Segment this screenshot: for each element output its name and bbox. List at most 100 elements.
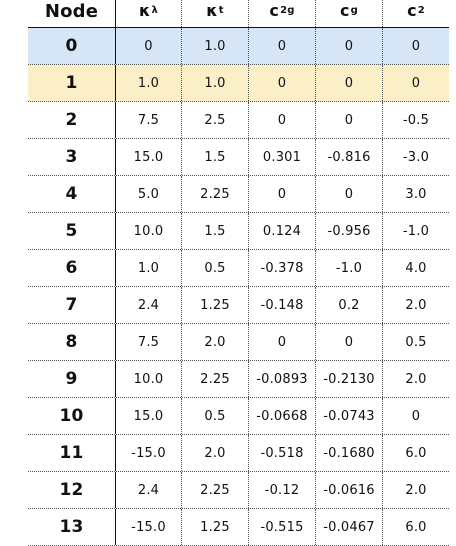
header-k-lambda-symbol: κ (138, 1, 151, 20)
cell-c2: 2.0 (405, 297, 427, 313)
cell-cg: 0 (316, 28, 383, 64)
cell-cg: -0.2130 (316, 361, 383, 397)
cell-k-t: 1.25 (182, 287, 249, 323)
header-c2-symbol: c (407, 1, 417, 20)
header-c2-subscript: 2 (417, 5, 425, 16)
cell-c2: 3.0 (405, 186, 427, 202)
cell-k-t: 1.0 (182, 65, 249, 101)
cell-node: 4 (28, 176, 116, 212)
cell-c2: 2.0 (405, 482, 427, 498)
cell-k-t: 2.25 (182, 361, 249, 397)
cell-c2: 0 (411, 75, 421, 91)
cell-cg: -0.0467 (316, 509, 383, 545)
table-row: 11 -15.0 2.0 -0.518 -0.1680 6.0 (28, 435, 449, 472)
cell-k-lambda: 15.0 (116, 139, 182, 175)
header-node: Node (28, 0, 116, 27)
cell-k-t: 0.5 (182, 250, 249, 286)
cell-c2: 0.5 (405, 334, 427, 350)
cell-c2g: 0 (249, 176, 316, 212)
cell-k-lambda: 10.0 (116, 361, 182, 397)
cell-c2g: 0.124 (249, 213, 316, 249)
cell-k-t: 1.0 (182, 28, 249, 64)
table-row: 6 1.0 0.5 -0.378 -1.0 4.0 (28, 250, 449, 287)
cell-c2g: -0.378 (249, 250, 316, 286)
cell-k-t: 2.25 (182, 176, 249, 212)
table-row: 7 2.4 1.25 -0.148 0.2 2.0 (28, 287, 449, 324)
cell-c2g: 0 (249, 28, 316, 64)
cell-node: 11 (28, 435, 116, 471)
header-node-label: Node (44, 1, 99, 22)
cell-k-t: 2.25 (182, 472, 249, 508)
header-k-t-subscript: t (218, 5, 224, 16)
cell-k-lambda: 2.4 (116, 287, 182, 323)
cell-node: 13 (28, 509, 116, 545)
cell-k-lambda: -15.0 (116, 435, 182, 471)
cell-c2: -0.5 (402, 112, 430, 128)
cell-c2: 6.0 (405, 445, 427, 461)
cell-k-lambda: 15.0 (116, 398, 182, 434)
table-body: 0 0 1.0 0 0 0 1 1.0 1.0 0 0 0 2 7.5 2.5 0 0 -0.5 3 15.0 1.5 0… (28, 28, 449, 546)
cell-c2g: 0 (249, 65, 316, 101)
table-row: 2 7.5 2.5 0 0 -0.5 (28, 102, 449, 139)
cell-k-t: 1.5 (182, 213, 249, 249)
cell-k-lambda: 2.4 (116, 472, 182, 508)
cell-k-lambda: 7.5 (116, 324, 182, 360)
cell-c2g: -0.0893 (249, 361, 316, 397)
cell-k-lambda: 7.5 (116, 102, 182, 138)
cell-c2g: 0.301 (249, 139, 316, 175)
cell-k-t: 2.0 (182, 435, 249, 471)
cell-cg: -0.0743 (316, 398, 383, 434)
cell-node: 1 (28, 65, 116, 101)
cell-c2: 0 (411, 38, 421, 54)
cell-node: 9 (28, 361, 116, 397)
cell-node: 3 (28, 139, 116, 175)
cell-k-t: 1.25 (182, 509, 249, 545)
cell-c2g: 0 (249, 102, 316, 138)
table-row: 9 10.0 2.25 -0.0893 -0.2130 2.0 (28, 361, 449, 398)
cell-k-lambda: 0 (116, 28, 182, 64)
table-row: 8 7.5 2.0 0 0 0.5 (28, 324, 449, 361)
header-k-t-symbol: κ (206, 1, 218, 20)
cell-k-lambda: 10.0 (116, 213, 182, 249)
table-row: 10 15.0 0.5 -0.0668 -0.0743 0 (28, 398, 449, 435)
cell-cg: 0 (316, 102, 383, 138)
cell-c2: 4.0 (405, 260, 427, 276)
table-row: 13 -15.0 1.25 -0.515 -0.0467 6.0 (28, 509, 449, 546)
header-k-lambda-subscript: λ (151, 5, 159, 16)
table-row: 4 5.0 2.25 0 0 3.0 (28, 176, 449, 213)
cell-k-lambda: 1.0 (116, 250, 182, 286)
cell-c2g: -0.148 (249, 287, 316, 323)
cell-c2: 0 (411, 408, 421, 424)
cell-c2g: -0.12 (249, 472, 316, 508)
cell-c2: -3.0 (402, 149, 430, 165)
cell-k-lambda: 1.0 (116, 65, 182, 101)
cell-node: 5 (28, 213, 116, 249)
table-row: 0 0 1.0 0 0 0 (28, 28, 449, 65)
cell-cg: -1.0 (316, 250, 383, 286)
cell-k-lambda: -15.0 (116, 509, 182, 545)
header-cg-subscript: g (350, 5, 359, 16)
cell-c2: 2.0 (405, 371, 427, 387)
cell-c2: 6.0 (405, 519, 427, 535)
cell-c2: -1.0 (402, 223, 430, 239)
table-row: 12 2.4 2.25 -0.12 -0.0616 2.0 (28, 472, 449, 509)
cell-cg: 0 (316, 65, 383, 101)
cell-cg: 0 (316, 176, 383, 212)
cell-cg: 0 (316, 324, 383, 360)
header-c2g-symbol: c (269, 1, 280, 20)
header-cg-symbol: c (339, 1, 350, 20)
cell-c2g: -0.515 (249, 509, 316, 545)
cell-c2g: -0.0668 (249, 398, 316, 434)
cell-k-t: 0.5 (182, 398, 249, 434)
cell-node: 12 (28, 472, 116, 508)
cell-k-lambda: 5.0 (116, 176, 182, 212)
cell-k-t: 1.5 (182, 139, 249, 175)
cell-cg: -0.1680 (316, 435, 383, 471)
table-row: 1 1.0 1.0 0 0 0 (28, 65, 449, 102)
cell-node: 8 (28, 324, 116, 360)
